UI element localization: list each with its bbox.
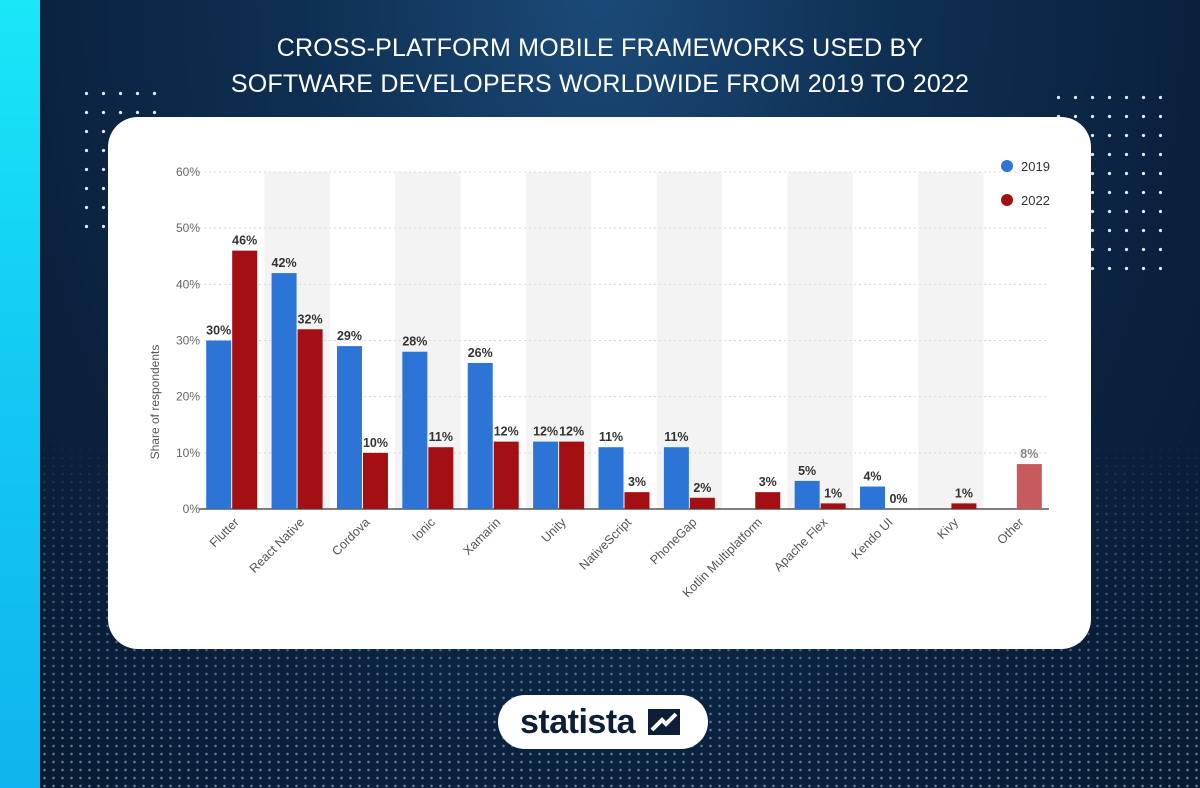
bar-2019 bbox=[533, 441, 559, 509]
data-label: 28% bbox=[402, 335, 427, 349]
x-tick-label: Unity bbox=[539, 515, 570, 546]
bar-2019 bbox=[663, 447, 689, 509]
y-tick-label: 0% bbox=[183, 502, 201, 516]
data-label: 1% bbox=[955, 486, 973, 500]
y-tick-label: 30% bbox=[176, 334, 200, 348]
data-label: 26% bbox=[468, 346, 493, 360]
data-label: 2% bbox=[693, 481, 711, 495]
bar-2019 bbox=[336, 346, 362, 509]
x-tick-label: Other bbox=[994, 515, 1026, 547]
bar-2019 bbox=[860, 486, 886, 509]
data-label: 3% bbox=[628, 475, 646, 489]
x-tick-label: Kendo UI bbox=[849, 515, 896, 562]
x-axis-ticks: Flutter React Native Cordova Ionic Xamarin Un… bbox=[207, 515, 1027, 601]
legend: 2019 2022 bbox=[1001, 159, 1050, 208]
data-label: 42% bbox=[272, 256, 297, 270]
bar-2022 bbox=[624, 492, 650, 509]
bar-2019 bbox=[402, 351, 428, 509]
data-label: 30% bbox=[206, 324, 231, 338]
bar-2022 bbox=[362, 452, 388, 509]
y-tick-label: 20% bbox=[176, 390, 200, 404]
bars bbox=[206, 250, 1042, 509]
x-tick-label: Ionic bbox=[409, 515, 438, 544]
data-label: 32% bbox=[298, 312, 323, 326]
bar-2022 bbox=[297, 329, 323, 509]
x-tick-label: Kivy bbox=[934, 515, 961, 542]
chart-title: CROSS-PLATFORM MOBILE FRAMEWORKS USED BY… bbox=[150, 30, 1050, 102]
bar-2022 bbox=[559, 441, 585, 509]
y-tick-label: 40% bbox=[176, 277, 200, 291]
brand-name: statista bbox=[520, 703, 636, 741]
accent-strip bbox=[0, 0, 40, 788]
data-label: 11% bbox=[599, 430, 623, 444]
bar-2022 bbox=[755, 492, 781, 509]
data-labels: 30%46%42%32%29%10%28%11%26%12% 12% 12% 11%3… bbox=[206, 234, 1038, 506]
bar-2019 bbox=[206, 340, 232, 509]
chart-card: 30% 46% 42% 32% 29% 10% 28% 11% 26% 12% 12% 12% 11% 3… bbox=[108, 117, 1091, 649]
y-tick-label: 60% bbox=[176, 165, 200, 179]
data-label: 46% bbox=[232, 234, 257, 248]
bar-2022 bbox=[951, 503, 977, 509]
bar-2022 bbox=[232, 250, 258, 509]
data-label: 4% bbox=[863, 470, 881, 484]
bar-2022 bbox=[820, 503, 846, 509]
legend-label: 2019 bbox=[1021, 159, 1050, 174]
bar-chart: 30%46%42%32%29%10%28%11%26%12% 12% 12% 11%3… bbox=[148, 159, 1050, 601]
chart-title-line-1: CROSS-PLATFORM MOBILE FRAMEWORKS USED BY bbox=[276, 34, 924, 62]
x-tick-label: Flutter bbox=[207, 515, 242, 550]
x-tick-label: NativeScript bbox=[577, 515, 635, 573]
y-tick-label: 10% bbox=[176, 446, 200, 460]
bar-2019 bbox=[794, 480, 820, 509]
y-tick-label: 50% bbox=[176, 221, 200, 235]
data-label: 10% bbox=[363, 436, 388, 450]
x-tick-label: Apache Flex bbox=[771, 515, 831, 575]
bar-2019 bbox=[467, 362, 493, 509]
legend-label: 2022 bbox=[1021, 193, 1050, 208]
data-label: 0% bbox=[889, 492, 907, 506]
legend-marker-2019 bbox=[1001, 160, 1013, 172]
bar-2022 bbox=[689, 497, 715, 509]
data-label: 8% bbox=[1020, 447, 1038, 461]
x-tick-label: Cordova bbox=[329, 515, 372, 558]
chart-title-line-2: SOFTWARE DEVELOPERS WORLDWIDE FROM 2019 … bbox=[230, 70, 970, 98]
data-label: 3% bbox=[759, 475, 777, 489]
data-label: 29% bbox=[337, 329, 362, 343]
data-label: 12% bbox=[494, 425, 519, 439]
x-tick-label: React Native bbox=[247, 515, 308, 576]
data-label: 12% bbox=[533, 425, 558, 439]
bar-2022 bbox=[428, 447, 454, 509]
data-label: 12% bbox=[559, 425, 584, 439]
y-axis-ticks: 0% 10% 20% 30% 40% 50% 60% bbox=[176, 165, 200, 516]
bar-2019 bbox=[271, 273, 297, 509]
legend-marker-2022 bbox=[1001, 194, 1013, 206]
data-label: 1% bbox=[824, 486, 842, 500]
y-axis-title: Share of respondents bbox=[148, 345, 162, 460]
x-tick-label: Xamarin bbox=[461, 515, 504, 558]
x-tick-label: PhoneGap bbox=[647, 515, 699, 567]
bar-2022 bbox=[493, 441, 519, 509]
data-label: 11% bbox=[429, 430, 453, 444]
statista-logo-icon bbox=[648, 709, 680, 735]
bar-2019 bbox=[598, 447, 624, 509]
data-label: 5% bbox=[798, 464, 816, 478]
data-label: 11% bbox=[664, 430, 688, 444]
bar-2022 bbox=[1016, 464, 1042, 509]
statista-logo: statista bbox=[498, 695, 708, 749]
